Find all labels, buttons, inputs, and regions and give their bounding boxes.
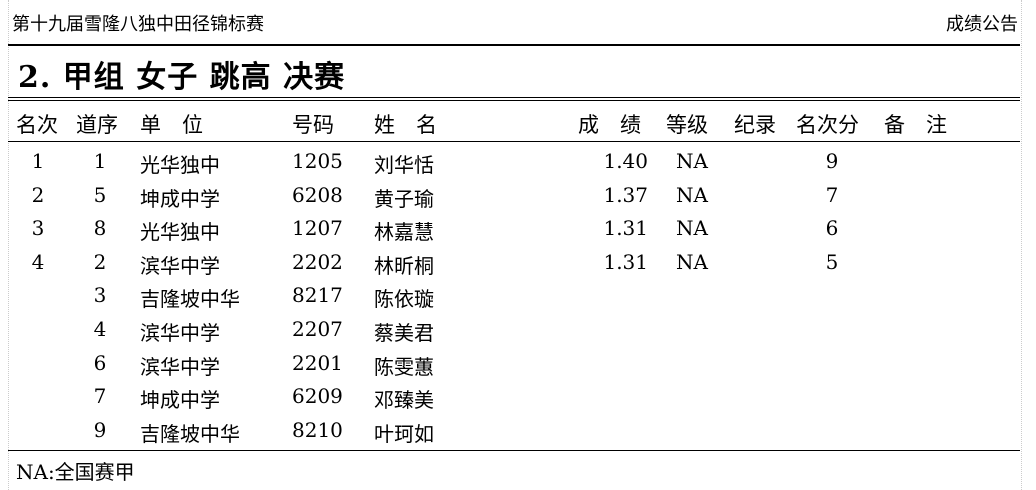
- column-header: 号码: [292, 113, 334, 137]
- cell-result: 1.40: [603, 149, 648, 173]
- column-header: 备 注: [884, 113, 947, 137]
- cell-rank: 1: [31, 149, 45, 173]
- cell-name: 黄子瑜: [374, 186, 434, 211]
- cell-rank: 2: [31, 182, 45, 207]
- title-divider-1: [8, 97, 1020, 98]
- title-divider-2: [8, 100, 1020, 101]
- footnote: NA:全国赛甲: [16, 460, 135, 484]
- column-header: 等级: [666, 113, 708, 137]
- cell-unit: 滨华中学: [140, 321, 220, 345]
- cell-bib: 1205: [292, 149, 343, 173]
- cell-points: 7: [825, 182, 839, 207]
- column-header: 名次: [16, 113, 58, 137]
- column-header: 成 绩: [578, 113, 641, 137]
- cell-grade: NA: [676, 249, 708, 274]
- cell-grade: NA: [676, 182, 708, 207]
- cell-unit: 坤成中学: [140, 186, 220, 211]
- cell-name: 林嘉慧: [374, 220, 434, 245]
- header-row-divider: [8, 141, 1020, 142]
- cell-name: 陈依璇: [374, 287, 434, 312]
- cell-points: 6: [825, 216, 839, 241]
- cell-unit: 坤成中学: [140, 388, 220, 413]
- cell-lane: 3: [93, 283, 107, 308]
- cell-bib: 8210: [292, 417, 343, 442]
- cell-bib: 2207: [292, 317, 343, 341]
- cell-lane: 8: [93, 216, 107, 241]
- cell-grade: NA: [676, 216, 708, 241]
- cell-bib: 2202: [292, 249, 343, 274]
- cell-name: 蔡美君: [374, 321, 434, 345]
- cell-lane: 2: [93, 249, 107, 274]
- document-type: 成绩公告: [946, 14, 1018, 35]
- cell-lane: 1: [93, 149, 107, 173]
- right-border: [1021, 0, 1022, 490]
- cell-points: 5: [825, 249, 839, 274]
- cell-rank: 4: [31, 249, 45, 274]
- cell-bib: 8217: [292, 283, 343, 308]
- cell-name: 邓臻美: [374, 388, 434, 413]
- table-bottom-divider: [8, 450, 1020, 451]
- cell-name: 林昕桐: [374, 253, 434, 278]
- cell-lane: 5: [93, 182, 107, 207]
- cell-grade: NA: [676, 149, 708, 173]
- cell-unit: 光华独中: [140, 220, 220, 245]
- cell-bib: 1207: [292, 216, 343, 241]
- left-border: [8, 0, 9, 490]
- cell-lane: 6: [93, 350, 107, 375]
- cell-bib: 2201: [292, 350, 343, 375]
- column-header: 纪录: [734, 113, 776, 137]
- column-header: 道序: [76, 113, 118, 137]
- event-title: 2. 甲组 女子 跳高 决赛: [18, 60, 346, 95]
- cell-bib: 6209: [292, 384, 343, 409]
- cell-name: 叶珂如: [374, 421, 434, 446]
- column-header: 单 位: [140, 113, 203, 137]
- cell-result: 1.31: [603, 249, 648, 274]
- cell-lane: 9: [93, 417, 107, 442]
- cell-result: 1.37: [603, 182, 648, 207]
- cell-name: 刘华恬: [374, 153, 434, 177]
- meet-title: 第十九届雪隆八独中田径锦标赛: [12, 14, 264, 35]
- cell-bib: 6208: [292, 182, 343, 207]
- cell-unit: 滨华中学: [140, 354, 220, 379]
- column-header: 姓 名: [374, 113, 437, 137]
- cell-unit: 吉隆坡中华: [140, 421, 240, 446]
- cell-unit: 滨华中学: [140, 253, 220, 278]
- cell-rank: 3: [31, 216, 45, 241]
- cell-result: 1.31: [603, 216, 648, 241]
- header-divider: [8, 44, 1020, 46]
- cell-name: 陈雯蕙: [374, 354, 434, 379]
- column-header: 名次分: [796, 113, 859, 137]
- cell-unit: 光华独中: [140, 153, 220, 177]
- cell-unit: 吉隆坡中华: [140, 287, 240, 312]
- cell-lane: 4: [93, 317, 107, 341]
- cell-points: 9: [825, 149, 839, 173]
- cell-lane: 7: [93, 384, 107, 409]
